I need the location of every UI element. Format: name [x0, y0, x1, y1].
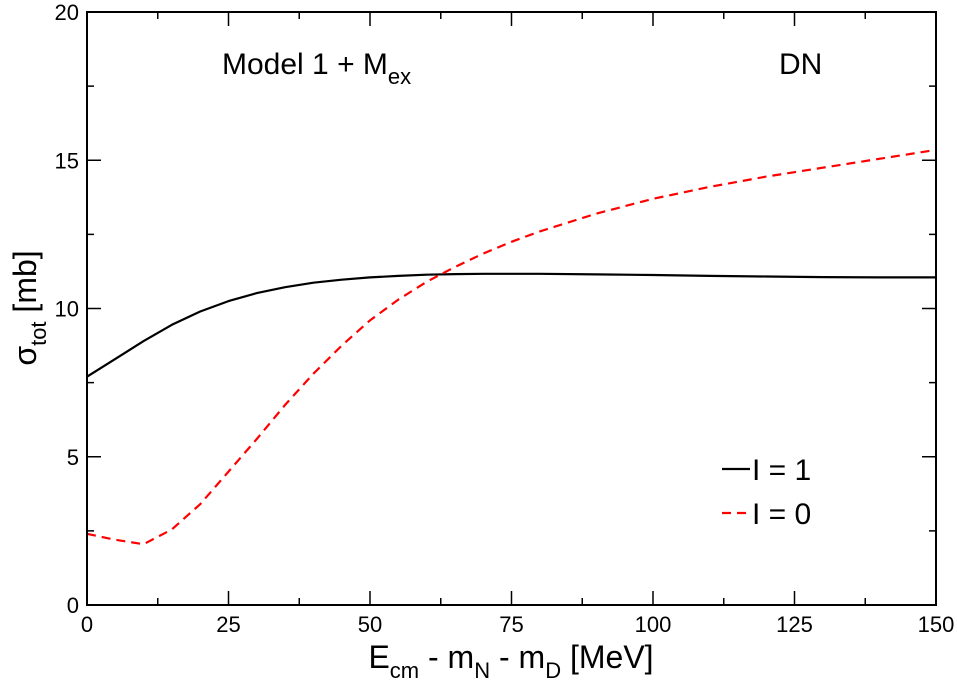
x-tick-label: 100 [635, 612, 672, 637]
x-axis-title-sub1: cm [390, 658, 419, 683]
tick-labels: 0 25 50 75 100 125 150 0 5 10 15 20 [55, 0, 955, 637]
x-axis-title-main: E [368, 639, 389, 675]
y-axis-title-tail: [mb] [7, 250, 43, 321]
y-tick-label: 5 [67, 445, 79, 470]
series-layer [86, 148, 937, 546]
legend-label: I = 0 [752, 498, 811, 531]
y-axis-title: σtot [mb] [7, 250, 51, 365]
series-line-i-0 [86, 148, 937, 546]
y-tick-label: 0 [67, 593, 79, 618]
x-tick-label: 25 [216, 612, 240, 637]
series-line-i-1 [86, 272, 936, 378]
x-axis-title-mid2: - m [490, 639, 545, 675]
x-axis-title: Ecm - mN - mD [MeV] [368, 639, 653, 683]
x-axis-title-mid1: - m [419, 639, 474, 675]
y-tick-label: 10 [55, 297, 79, 322]
y-tick-label: 15 [55, 148, 79, 173]
model-annotation-main: Model 1 + M [222, 48, 388, 81]
model-annotation: Model 1 + Mex [222, 48, 411, 89]
x-tick-label: 0 [81, 612, 93, 637]
x-tick-label: 75 [499, 612, 523, 637]
x-tick-label: 150 [918, 612, 955, 637]
y-axis-title-main: σ [7, 346, 43, 366]
x-tick-label: 125 [776, 612, 813, 637]
y-tick-label: 20 [55, 0, 79, 25]
x-axis-title-tail: [MeV] [561, 639, 653, 675]
legend: I = 1 I = 0 [722, 454, 811, 531]
x-axis-title-sub3: D [545, 658, 561, 683]
legend-label: I = 1 [752, 454, 811, 487]
y-axis-title-sub: tot [26, 321, 51, 345]
plot-frame [86, 11, 937, 606]
channel-annotation: DN [779, 48, 822, 81]
x-axis-title-sub2: N [474, 658, 490, 683]
plot-background [87, 12, 936, 605]
model-annotation-sub: ex [388, 64, 411, 89]
x-tick-label: 50 [358, 612, 382, 637]
